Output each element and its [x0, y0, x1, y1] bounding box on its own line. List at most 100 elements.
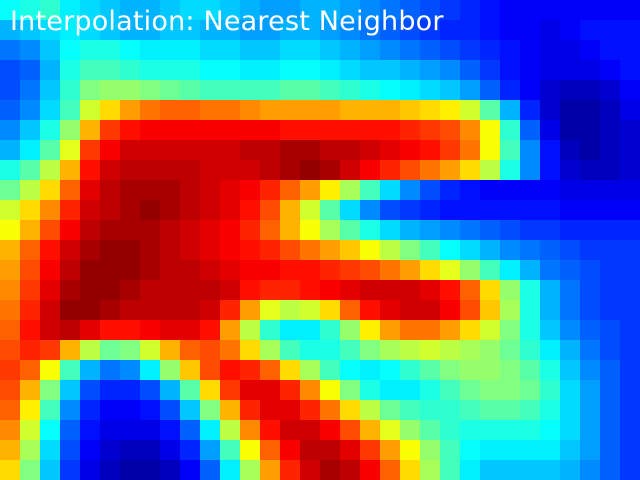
- pixel-block: [20, 0, 41, 21]
- pixel-block: [20, 20, 41, 41]
- pixel-block: [420, 160, 441, 181]
- pixel-block: [280, 60, 301, 81]
- pixel-block: [220, 320, 241, 341]
- pixel-block: [300, 380, 321, 401]
- pixel-block: [360, 180, 381, 201]
- pixel-block: [500, 280, 521, 301]
- pixel-block: [140, 320, 161, 341]
- pixel-block: [380, 400, 401, 421]
- pixel-block: [220, 280, 241, 301]
- pixel-block: [140, 300, 161, 321]
- pixel-block: [560, 300, 581, 321]
- pixel-block: [480, 420, 501, 441]
- pixel-block: [520, 40, 541, 61]
- pixel-block: [40, 300, 61, 321]
- pixel-block: [340, 420, 361, 441]
- pixel-block: [620, 460, 640, 480]
- pixel-block: [20, 180, 41, 201]
- pixel-block: [620, 160, 640, 181]
- pixel-block: [360, 400, 381, 421]
- pixel-block: [260, 180, 281, 201]
- pixel-block: [340, 300, 361, 321]
- pixel-block: [180, 0, 201, 21]
- pixel-block: [540, 360, 561, 381]
- pixel-block: [440, 240, 461, 261]
- pixel-block: [480, 120, 501, 141]
- pixel-block: [200, 200, 221, 221]
- pixel-block: [480, 380, 501, 401]
- pixel-block: [120, 240, 141, 261]
- pixel-block: [380, 380, 401, 401]
- pixel-block: [440, 320, 461, 341]
- pixel-block: [260, 220, 281, 241]
- pixel-block: [220, 80, 241, 101]
- pixel-block: [280, 320, 301, 341]
- pixel-block: [220, 40, 241, 61]
- pixel-block: [440, 60, 461, 81]
- pixel-block: [600, 40, 621, 61]
- pixel-block: [300, 360, 321, 381]
- pixel-block: [180, 360, 201, 381]
- pixel-block: [500, 100, 521, 121]
- pixel-block: [560, 280, 581, 301]
- pixel-block: [20, 440, 41, 461]
- pixel-block: [400, 200, 421, 221]
- pixel-block: [60, 0, 81, 21]
- pixel-block: [500, 420, 521, 441]
- pixel-block: [360, 200, 381, 221]
- pixel-block: [140, 440, 161, 461]
- pixel-block: [40, 80, 61, 101]
- pixel-block: [20, 300, 41, 321]
- pixel-block: [560, 100, 581, 121]
- pixel-block: [360, 240, 381, 261]
- pixel-block: [240, 0, 261, 21]
- pixel-block: [220, 380, 241, 401]
- pixel-block: [100, 400, 121, 421]
- pixel-block: [60, 40, 81, 61]
- pixel-block: [500, 0, 521, 21]
- pixel-block: [380, 260, 401, 281]
- pixel-block: [540, 0, 561, 21]
- pixel-block: [100, 320, 121, 341]
- pixel-block: [420, 60, 441, 81]
- pixel-block: [20, 140, 41, 161]
- pixel-block: [60, 320, 81, 341]
- pixel-block: [180, 380, 201, 401]
- pixel-block: [200, 140, 221, 161]
- pixel-block: [460, 180, 481, 201]
- pixel-block: [580, 380, 601, 401]
- pixel-block: [620, 0, 640, 21]
- pixel-block: [440, 400, 461, 421]
- pixel-block: [120, 440, 141, 461]
- pixel-block: [0, 120, 21, 141]
- pixel-block: [360, 60, 381, 81]
- pixel-block: [160, 100, 181, 121]
- pixel-block: [140, 360, 161, 381]
- pixel-block: [440, 160, 461, 181]
- pixel-block: [600, 420, 621, 441]
- pixel-block: [80, 0, 101, 21]
- pixel-block: [260, 420, 281, 441]
- pixel-block: [520, 140, 541, 161]
- pixel-block: [320, 420, 341, 441]
- pixel-block: [580, 40, 601, 61]
- pixel-block: [220, 20, 241, 41]
- pixel-block: [20, 260, 41, 281]
- pixel-block: [600, 60, 621, 81]
- pixel-block: [340, 20, 361, 41]
- pixel-block: [300, 340, 321, 361]
- pixel-block: [620, 40, 640, 61]
- pixel-block: [40, 220, 61, 241]
- pixel-block: [500, 180, 521, 201]
- pixel-block: [240, 260, 261, 281]
- pixel-block: [80, 440, 101, 461]
- pixel-block: [380, 140, 401, 161]
- pixel-block: [320, 0, 341, 21]
- pixel-block: [300, 180, 321, 201]
- pixel-block: [400, 340, 421, 361]
- pixel-block: [80, 260, 101, 281]
- pixel-block: [380, 420, 401, 441]
- pixel-block: [0, 380, 21, 401]
- pixel-block: [280, 180, 301, 201]
- pixel-block: [40, 380, 61, 401]
